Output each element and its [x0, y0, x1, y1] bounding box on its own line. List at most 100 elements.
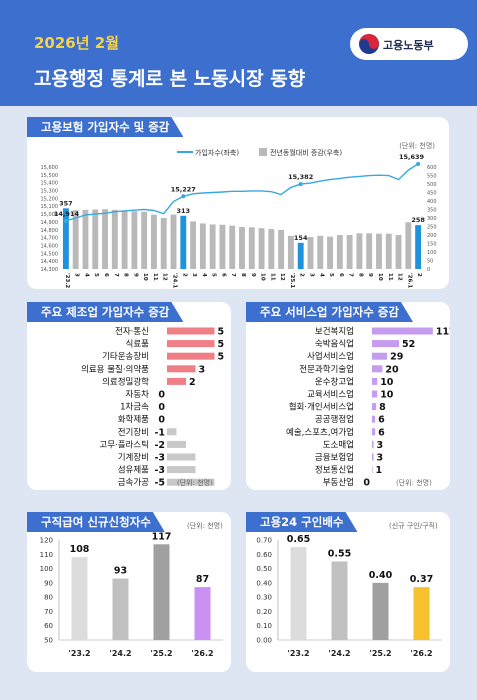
category-label: 전기장비 — [118, 427, 149, 438]
change-bar — [229, 225, 236, 269]
y-axis-tick: 80 — [44, 594, 53, 602]
x-axis-tick: 12 — [279, 273, 285, 281]
y-axis-tick: 90 — [44, 579, 53, 587]
value-label: 52 — [402, 339, 415, 350]
y-axis-tick: 0.00 — [256, 637, 272, 645]
y-axis-tick: 0.40 — [256, 579, 272, 587]
value-label: 0 — [158, 402, 165, 413]
change-bar — [141, 211, 148, 269]
subscribers-label: 14,914 — [54, 210, 80, 218]
x-axis-tick: 11 — [387, 273, 393, 281]
ministry-logo: 고용노동부 — [350, 28, 468, 60]
y-axis-tick: 0.30 — [256, 594, 272, 602]
category-label: '23.2 — [287, 649, 309, 658]
decrease-bar — [167, 440, 186, 448]
x-axis-tick: 10 — [260, 273, 266, 281]
change-bar — [121, 210, 128, 269]
report-date: 2026년 2월 — [34, 34, 120, 52]
increase-bar — [167, 352, 215, 360]
value-label: -3 — [154, 465, 165, 476]
change-bar — [62, 208, 69, 269]
y-axis-tick: 0.70 — [256, 537, 272, 545]
increase-bar — [372, 365, 383, 373]
value-label: 20 — [385, 364, 399, 375]
x-axis-tick: 3 — [308, 273, 314, 277]
value-label: 1 — [376, 465, 383, 476]
category-label: 전자·통신 — [115, 326, 149, 337]
y-axis-tick: 100 — [40, 565, 53, 573]
value-label: 0.65 — [287, 534, 310, 545]
insured-unit: (단위: 천명) — [399, 142, 435, 150]
increase-bar — [167, 377, 186, 385]
right-axis-tick: 550 — [427, 174, 437, 180]
value-bar — [71, 557, 88, 640]
increase-bar — [167, 340, 215, 348]
x-axis-tick: 6 — [338, 273, 344, 277]
change-bar — [219, 224, 226, 269]
right-axis-tick: 300 — [427, 216, 437, 222]
change-bar — [346, 235, 353, 269]
change-bar — [376, 233, 382, 269]
y-axis-tick: 60 — [44, 622, 53, 630]
value-label: 0.55 — [328, 548, 351, 559]
increase-bar — [372, 415, 376, 423]
value-label: 0 — [158, 390, 165, 401]
service-unit: (단위: 천명) — [396, 479, 432, 487]
increase-bar — [372, 377, 378, 385]
value-label: 117 — [152, 532, 172, 542]
value-label: 8 — [379, 402, 386, 413]
left-axis-tick: 14,700 — [41, 236, 59, 242]
category-label: 전문과학기술업 — [299, 364, 354, 375]
jobs-ratio-chart: 0.70 0.60 0.50 0.40 0.30 0.20 0.10 0.00 0.65 '23.… — [256, 534, 442, 658]
right-axis-tick: 450 — [427, 191, 437, 197]
y-axis-tick: 0.20 — [256, 608, 272, 616]
value-label: -1 — [154, 427, 165, 438]
change-bar — [248, 227, 255, 269]
x-axis-tick: 5 — [211, 273, 217, 277]
increase-bar — [372, 453, 374, 461]
x-axis-tick: 11 — [269, 273, 275, 281]
left-axis-tick: 14,300 — [41, 267, 59, 273]
category-label: 도소매업 — [323, 440, 354, 450]
value-label: -2 — [154, 440, 165, 451]
value-label: 0 — [158, 415, 165, 426]
increase-bar — [167, 327, 215, 335]
x-axis-tick: 3 — [191, 273, 197, 277]
insured-legend: 가입자수(좌축) 전년동월대비 증감(우축) — [177, 148, 342, 157]
right-axis-tick: 0 — [427, 267, 430, 273]
x-axis-tick: '23.2 — [64, 273, 70, 288]
value-bar — [112, 578, 129, 640]
subscribers-point — [298, 182, 303, 187]
left-axis-tick: 15,300 — [41, 189, 59, 195]
x-axis-tick: 11 — [152, 273, 158, 281]
ministry-name: 고용노동부 — [383, 39, 434, 52]
x-axis-tick: 7 — [113, 273, 119, 277]
change-bar — [111, 209, 118, 269]
y-axis-tick: 110 — [40, 551, 53, 559]
x-axis-tick: 9 — [250, 273, 256, 277]
category-label: '24.2 — [109, 649, 131, 658]
change-bar — [160, 218, 167, 269]
category-label: 금융보험업 — [315, 453, 354, 463]
change-bar — [307, 237, 314, 269]
x-axis-tick: 2 — [416, 273, 422, 277]
value-label: 87 — [196, 574, 209, 585]
x-axis-tick: 6 — [220, 273, 226, 277]
subscribers-label: 15,227 — [171, 185, 196, 193]
right-axis-tick: 350 — [427, 208, 437, 214]
category-label: 부동산업 — [323, 477, 354, 488]
category-label: 교육서비스업 — [307, 390, 354, 400]
claims-card: 구직급여 신규신청자수 (단위: 천명) 120 110 100 90 80 70 60 50… — [27, 512, 231, 672]
left-axis-tick: 15,500 — [41, 173, 59, 179]
change-bar — [278, 229, 285, 269]
category-label: 사업서비스업 — [307, 352, 354, 362]
x-axis-tick: '26.1 — [406, 273, 412, 288]
category-label: 고무·플라스틱 — [99, 439, 149, 450]
x-axis-tick: 2 — [299, 273, 305, 277]
jobs-ratio-chart-title: 고용24 구인배수 — [246, 512, 358, 532]
value-bar — [331, 561, 348, 640]
value-label: 29 — [390, 352, 403, 363]
page-title: 고용행정 통계로 본 노동시장 동향 — [34, 68, 306, 90]
change-bar — [72, 210, 79, 269]
